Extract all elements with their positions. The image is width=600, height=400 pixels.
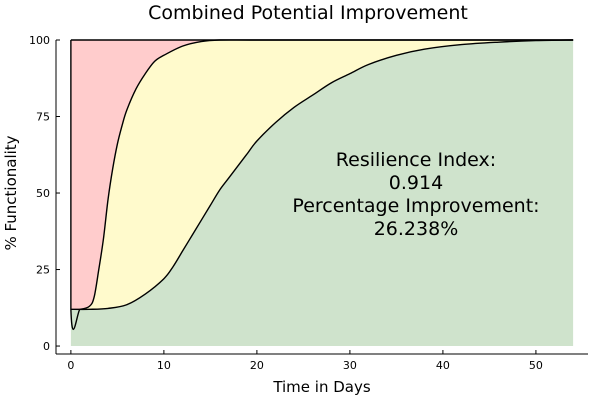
- x-tick-label: 40: [436, 359, 450, 372]
- y-tick-label: 25: [36, 264, 50, 277]
- y-tick-label: 50: [36, 187, 50, 200]
- resilience-index-value: 0.914: [389, 172, 443, 194]
- improvement-area-fill: [70, 40, 574, 347]
- y-tick-label: 0: [43, 340, 50, 353]
- baseline-recovery-fill: [70, 39, 574, 310]
- y-tick-label: 100: [29, 34, 50, 47]
- percentage-improvement-label: Percentage Improvement:: [292, 195, 539, 217]
- resilience-index-label: Resilience Index:: [336, 149, 496, 171]
- percentage-improvement-value: 26.238%: [374, 218, 459, 240]
- x-tick-label: 0: [67, 359, 74, 372]
- y-axis-title: % Functionality: [2, 135, 20, 250]
- x-axis-title: Time in Days: [272, 378, 371, 396]
- x-tick-label: 50: [529, 359, 543, 372]
- y-tick-label: 75: [36, 111, 50, 124]
- x-tick-label: 10: [157, 359, 171, 372]
- improved-recovery-fill: [70, 39, 574, 310]
- axes: 0 10 20 30 40 50 0 25 50 75 100: [29, 34, 588, 372]
- improved-recovery-line: [70, 39, 574, 311]
- x-tick-label: 30: [343, 359, 357, 372]
- x-tick-label: 20: [250, 359, 264, 372]
- chart-title: Combined Potential Improvement: [148, 2, 468, 24]
- plot-area: [70, 39, 574, 347]
